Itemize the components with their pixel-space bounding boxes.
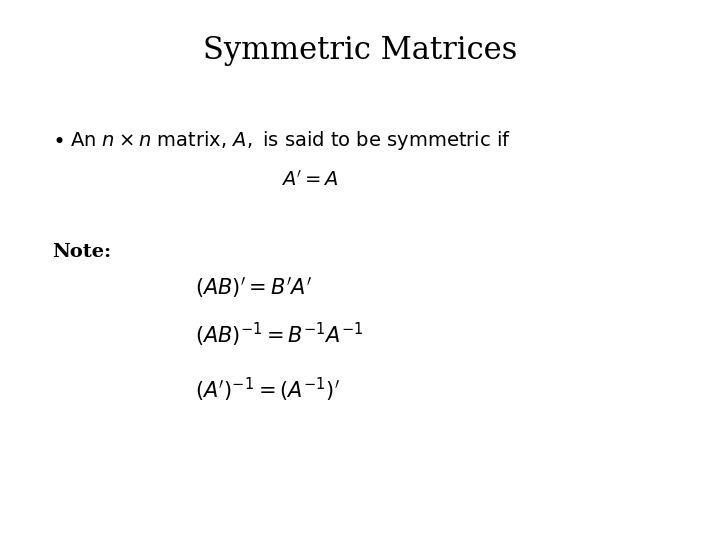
Text: Symmetric Matrices: Symmetric Matrices: [203, 35, 517, 65]
Text: $\bullet$: $\bullet$: [52, 130, 63, 150]
Text: $(AB)^{\prime} = B^{\prime}A^{\prime}$: $(AB)^{\prime} = B^{\prime}A^{\prime}$: [195, 275, 312, 300]
Text: An $n \times n$ matrix, $A,$ is said to be symmetric if: An $n \times n$ matrix, $A,$ is said to …: [70, 129, 511, 152]
Text: $(AB)^{-1} = B^{-1}A^{-1}$: $(AB)^{-1} = B^{-1}A^{-1}$: [195, 321, 364, 349]
Text: $A^{\prime} = A$: $A^{\prime} = A$: [281, 170, 339, 190]
Text: $(A^{\prime})^{-1} = \left(A^{-1}\right)^{\prime}$: $(A^{\prime})^{-1} = \left(A^{-1}\right)…: [195, 376, 340, 404]
Text: Note:: Note:: [52, 243, 111, 261]
